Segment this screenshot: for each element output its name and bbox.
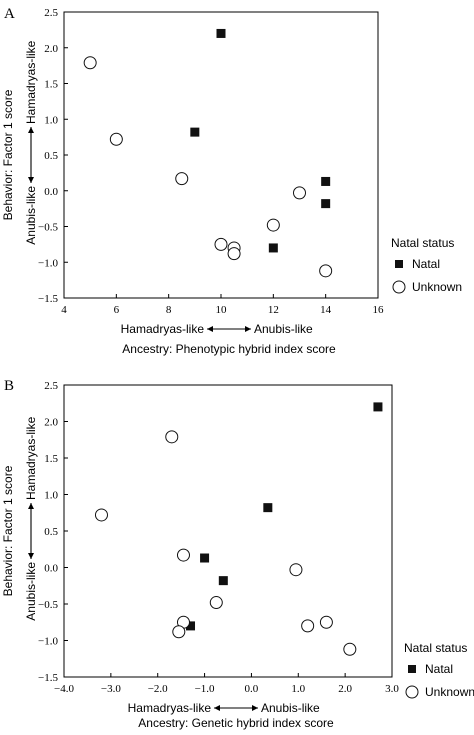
x-tick-label: 8 [166, 304, 172, 316]
y-tick-label: −1.5 [38, 672, 58, 684]
x-tick-label: 0.0 [245, 683, 259, 695]
panel-letter: A [4, 6, 15, 22]
x-tick-label: −4.0 [54, 683, 74, 695]
x-tick-label: 1.0 [291, 683, 305, 695]
x-axis-title: Ancestry: Phenotypic hybrid index score [122, 342, 336, 356]
x-low-label: Hamadryas-like [128, 701, 212, 715]
x-axis-title: Ancestry: Genetic hybrid index score [138, 716, 334, 730]
plot-frame [63, 384, 393, 678]
point-natal [186, 621, 196, 631]
x-tick-label: 12 [268, 304, 279, 316]
x-tick-label: 14 [320, 304, 332, 316]
y-tick-label: 0.0 [44, 186, 58, 198]
y-high-label: Hamadryas-like [24, 40, 38, 124]
y-arrow-heads [28, 503, 34, 559]
y-tick-label: 1.0 [44, 490, 58, 502]
point-unknown [289, 563, 303, 577]
y-axis-title: Behavior: Factor 1 score [1, 465, 15, 596]
panel-letter: B [4, 378, 14, 394]
y-low-label: Anubis-like [24, 186, 38, 245]
point-natal [268, 243, 278, 253]
y-tick-label: −0.5 [38, 599, 58, 611]
y-tick-label: 0.5 [44, 526, 58, 538]
x-tick-label: −2.0 [148, 683, 168, 695]
y-tick-label: 2.5 [44, 380, 58, 392]
legend-label-natal: Natal [425, 662, 453, 676]
point-unknown [94, 508, 108, 522]
x-tick-label: 16 [373, 304, 385, 316]
y-low-label: Anubis-like [24, 562, 38, 621]
x-tick-label: −1.0 [195, 683, 215, 695]
point-unknown [209, 596, 223, 610]
point-natal [216, 28, 226, 38]
point-unknown [165, 430, 179, 444]
panel-a: A 4 6 8 10 12 14 16 −1.5 −1.0 −0.5 0.0 0.5 1.0 1.5 2.0 2… [1, 6, 462, 356]
y-tick-label: 0.0 [44, 563, 58, 575]
y-tick-label: −0.5 [38, 222, 58, 234]
legend-marker-natal [395, 260, 403, 268]
legend-marker-natal [408, 665, 416, 673]
point-unknown [301, 619, 315, 633]
point-natal [190, 127, 200, 137]
point-unknown [319, 615, 333, 629]
x-tick-label: 10 [216, 304, 228, 316]
point-natal [373, 402, 383, 412]
point-unknown [176, 548, 190, 562]
point-unknown [319, 264, 333, 278]
y-tick-label: 0.5 [44, 150, 58, 162]
y-arrow-heads [28, 127, 34, 183]
y-tick-label: 1.5 [44, 79, 58, 91]
point-unknown [343, 642, 357, 656]
y-tick-label: −1.0 [38, 257, 58, 269]
y-tick-label: 2.0 [44, 43, 58, 55]
point-natal [200, 553, 210, 563]
legend: Natal status Natal Unknown [404, 641, 474, 699]
legend-title: Natal status [404, 641, 467, 655]
legend: Natal status Natal Unknown [391, 236, 462, 294]
point-natal [321, 176, 331, 186]
point-unknown [293, 186, 306, 200]
x-tick-label: 6 [114, 304, 120, 316]
legend-label-unknown: Unknown [425, 685, 474, 699]
point-unknown [266, 218, 280, 232]
point-natal [263, 503, 273, 513]
point-natal [218, 576, 228, 586]
legend-title: Natal status [391, 236, 454, 250]
y-tick-label: 2.0 [44, 417, 58, 429]
point-unknown [109, 132, 123, 146]
y-high-label: Hamadryas-like [24, 416, 38, 500]
x-high-label: Anubis-like [261, 701, 320, 715]
y-tick-label: 2.5 [44, 7, 58, 19]
x-tick-label: 2.0 [338, 683, 352, 695]
point-unknown [83, 56, 97, 70]
legend-label-natal: Natal [412, 257, 440, 271]
point-unknown [227, 247, 241, 261]
x-tick-label: 4 [61, 304, 67, 316]
y-tick-label: −1.5 [38, 293, 58, 305]
point-unknown [172, 625, 186, 639]
plot-frame [63, 11, 379, 299]
x-high-label: Anubis-like [254, 322, 313, 336]
point-unknown [175, 172, 189, 186]
y-axis-title: Behavior: Factor 1 score [1, 89, 15, 220]
x-tick-label: 3.0 [385, 683, 399, 695]
y-tick-label: 1.0 [44, 114, 58, 126]
x-low-label: Hamadryas-like [121, 322, 205, 336]
legend-marker-unknown [392, 280, 406, 294]
legend-label-unknown: Unknown [412, 280, 462, 294]
x-tick-label: −3.0 [101, 683, 121, 695]
legend-marker-unknown [405, 685, 419, 699]
panel-b: B −4.0 −3.0 −2.0 −1.0 0.0 1.0 2.0 3.0 −1.5 −1.0 −0.… [1, 378, 474, 730]
point-natal [321, 199, 331, 209]
y-tick-label: −1.0 [38, 636, 58, 648]
y-tick-label: 1.5 [44, 453, 58, 465]
point-unknown [214, 237, 228, 251]
